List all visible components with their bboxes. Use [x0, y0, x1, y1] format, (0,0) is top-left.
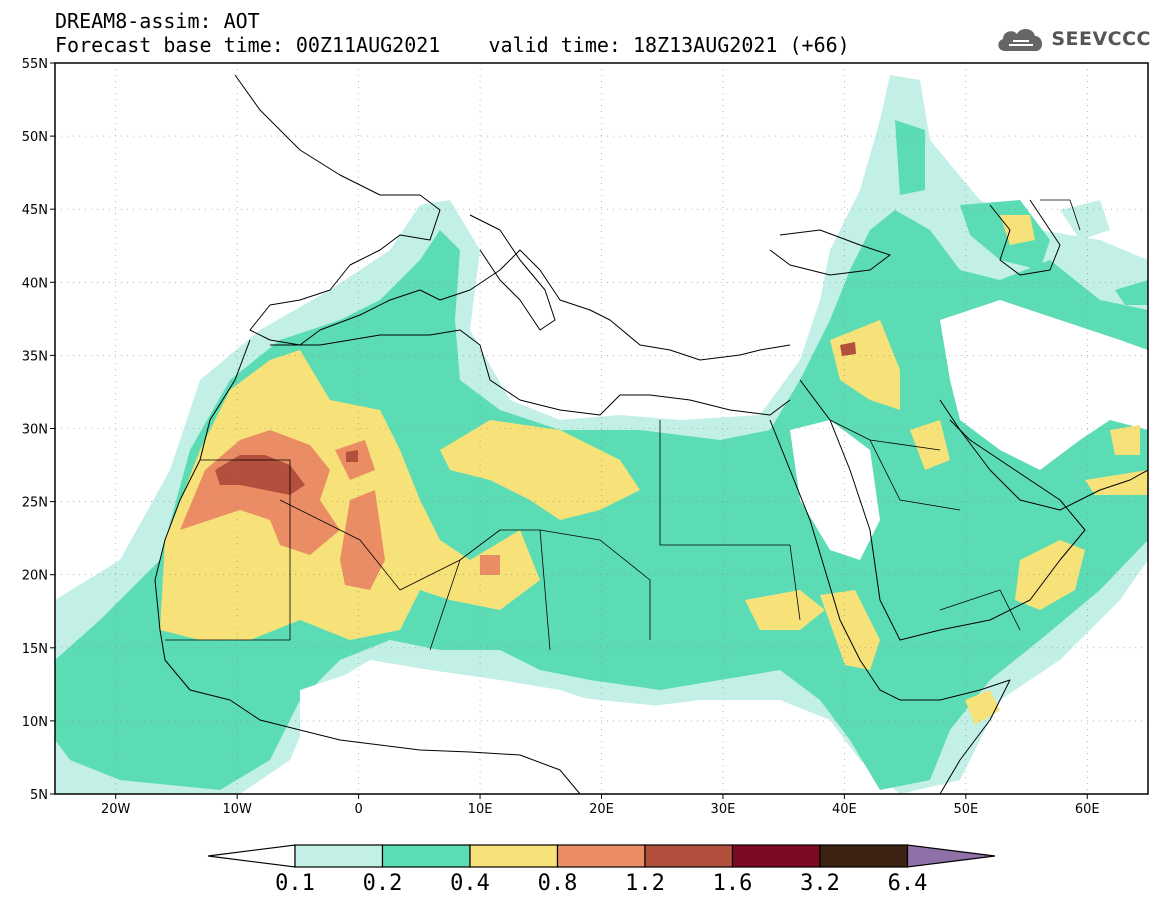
europe-coastline [234, 74, 791, 361]
aot-band-0.4-0.8 [1110, 425, 1140, 455]
colorbar: 0.1 0.2 0.4 0.8 1.2 1.6 3.2 6.4 [207, 844, 996, 896]
colorbar-left-arrow [207, 844, 296, 868]
aot-band-0.1-0.2 [1060, 200, 1110, 240]
italy-coastline [469, 214, 556, 331]
aot-field [55, 75, 1148, 794]
lat-tick-label: 40N [22, 276, 48, 291]
gulf-coastline [939, 399, 1148, 511]
aot-band-0.8-1.2 [340, 490, 385, 590]
aot-band-1.2-1.6 [346, 450, 358, 462]
lat-tick-label: 10N [22, 715, 48, 730]
aot-band-0.8-1.2 [480, 555, 500, 575]
lon-tick-label: 10E [468, 802, 493, 817]
lon-tick-label: 30E [711, 802, 736, 817]
aot-clear-area [940, 300, 1148, 470]
cloud-icon [998, 28, 1043, 51]
aot-band-0.2-0.4 [1115, 280, 1148, 305]
aot-band-1.2-1.6 [840, 342, 856, 356]
lon-tick-label: 0 [354, 802, 362, 817]
aot-band-0.4-0.8 [1015, 540, 1085, 610]
country-borders [165, 199, 1081, 651]
horn-africa-coastline [900, 679, 1011, 794]
aot-band-1.2-1.6 [215, 455, 305, 495]
map-title: DREAM8-assim: AOT [55, 9, 260, 33]
aot-band-0.4-0.8 [820, 590, 880, 670]
caspian-coastline [989, 199, 1061, 276]
colorbar-right-arrow [906, 844, 996, 868]
red-sea-coastline [769, 419, 901, 701]
aot-band-0.4-0.8 [965, 690, 1000, 725]
aot-band-0.2-0.4 [895, 120, 925, 195]
lon-tick-label: 10W [222, 802, 252, 817]
aot-clear-area [300, 670, 860, 794]
lat-tick-label: 45N [22, 203, 48, 218]
colorbar-swatch [819, 844, 909, 868]
colorbar-swatch [469, 844, 559, 868]
gridlines [55, 63, 1148, 794]
aot-band-0.8-1.2 [180, 430, 340, 555]
aot-band-0.4-0.8 [910, 420, 950, 470]
seevccc-logo: SEEVCCC [995, 24, 1151, 54]
colorbar-level-label: 0.2 [363, 871, 403, 896]
axis-ticks: 55N 50N 45N 40N 35N 30N 25N 20N 15N 10N 5N 20W 10W 0 1… [22, 57, 1100, 817]
colorbar-swatch [731, 844, 821, 868]
aot-band-0.4-0.8 [745, 590, 825, 630]
colorbar-swatch [556, 844, 646, 868]
colorbar-level-label: 1.6 [713, 871, 753, 896]
lon-tick-label: 50E [953, 802, 978, 817]
colorbar-level-label: 3.2 [800, 871, 840, 896]
colorbar-swatch [381, 844, 471, 868]
colorbar-level-label: 0.4 [450, 871, 490, 896]
africa-med-coastline [270, 329, 791, 416]
africa-north-coastline [154, 339, 251, 691]
lat-tick-label: 5N [30, 788, 48, 803]
aot-clear-area [790, 420, 880, 560]
colorbar-swatch [294, 844, 384, 868]
forecast-times: Forecast base time: 00Z11AUG2021 valid t… [55, 34, 850, 56]
colorbar-level-label: 0.8 [538, 871, 578, 896]
aot-band-0.4-0.8 [1000, 215, 1035, 245]
lat-tick-label: 25N [22, 496, 48, 511]
base-time: Forecast base time: 00Z11AUG2021 [55, 33, 441, 57]
lat-tick-label: 20N [22, 569, 48, 584]
aot-band-0.4-0.8 [830, 320, 900, 410]
west-africa-coastline [189, 689, 581, 794]
colorbar-swatch [644, 844, 734, 868]
coastlines [154, 74, 1148, 794]
lon-tick-label: 20W [101, 802, 131, 817]
lon-tick-label: 60E [1075, 802, 1100, 817]
logo-text: SEEVCCC [1051, 28, 1151, 50]
lat-tick-label: 50N [22, 130, 48, 145]
aot-band-0.4-0.8 [1085, 470, 1148, 495]
aot-band-0.4-0.8 [440, 420, 640, 520]
lat-tick-label: 55N [22, 57, 48, 72]
lat-tick-label: 15N [22, 642, 48, 657]
colorbar-level-label: 6.4 [888, 871, 928, 896]
lon-tick-label: 40E [832, 802, 857, 817]
black-sea-coastline [769, 229, 891, 276]
colorbar-level-label: 1.2 [625, 871, 665, 896]
lat-tick-label: 30N [22, 423, 48, 438]
colorbar-level-label: 0.1 [275, 871, 315, 896]
lat-tick-label: 35N [22, 349, 48, 364]
lon-tick-label: 20E [589, 802, 614, 817]
valid-time: valid time: 18Z13AUG2021 (+66) [488, 33, 850, 57]
